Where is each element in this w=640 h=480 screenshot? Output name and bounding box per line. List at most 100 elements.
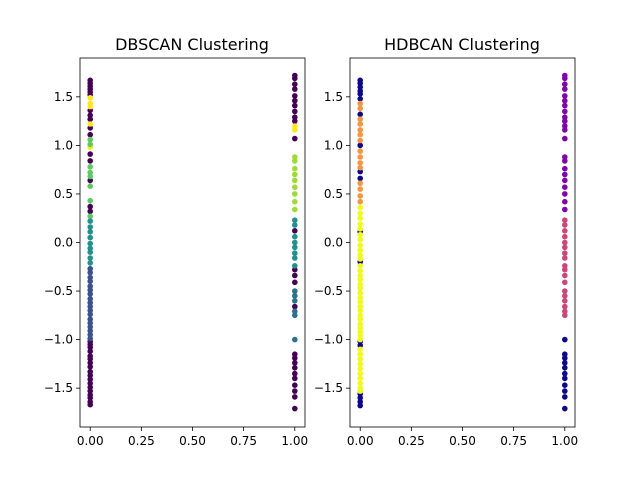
data-point (562, 217, 568, 223)
dbscan-y-ticks: −1.5 −1.0 −0.5 0.0 0.5 1.0 1.5 (44, 90, 80, 395)
data-point (292, 405, 298, 412)
hdbscan-x-ticks: 0.00 0.25 0.50 0.75 1.00 (347, 427, 578, 448)
data-point (87, 348, 93, 355)
data-point (87, 245, 93, 252)
data-point (292, 250, 298, 256)
data-point (562, 118, 568, 124)
data-point (87, 224, 93, 230)
data-point (87, 116, 93, 122)
data-point (357, 127, 364, 133)
data-point (292, 293, 298, 299)
data-point (292, 118, 298, 124)
data-point (562, 114, 568, 120)
data-point (357, 186, 364, 192)
dbscan-x-ticks: 0.00 0.25 0.50 0.75 1.00 (77, 427, 308, 448)
data-point (292, 108, 298, 115)
data-point (87, 121, 93, 127)
data-point (87, 360, 93, 366)
data-point (562, 388, 568, 394)
data-point (357, 252, 364, 258)
data-point (87, 208, 93, 215)
data-point (357, 226, 364, 232)
data-point (87, 112, 93, 119)
data-point (87, 169, 93, 176)
data-point (87, 131, 93, 138)
data-point (357, 342, 364, 349)
data-point (292, 158, 298, 164)
data-point (562, 184, 568, 190)
hdbscan-title: HDBCAN Clustering (384, 35, 540, 54)
data-point (87, 234, 93, 241)
data-point (562, 382, 568, 389)
data-point (292, 135, 298, 142)
y-tick-label: −1.5 (314, 381, 343, 395)
data-point (562, 191, 568, 197)
dbscan-panel: DBSCAN Clustering −1.5 −1.0 −0.5 0.0 0.5 1.0 1… (44, 35, 308, 448)
data-point (357, 307, 364, 314)
data-point (357, 80, 364, 86)
data-point (357, 121, 364, 127)
data-point (562, 93, 568, 99)
data-point (87, 283, 93, 290)
data-point (292, 93, 298, 99)
data-point (87, 380, 93, 387)
x-tick-label: 0.75 (230, 434, 257, 448)
data-point (357, 180, 364, 187)
x-tick-label: 0.25 (128, 434, 155, 448)
data-point (562, 222, 568, 228)
data-point (562, 158, 568, 164)
data-point (357, 285, 364, 291)
data-point (87, 344, 93, 351)
data-point (87, 197, 93, 204)
data-point (357, 175, 364, 182)
data-point (357, 332, 364, 339)
y-tick-label: 0.5 (54, 187, 73, 201)
data-point (87, 177, 93, 184)
data-point (357, 148, 364, 154)
data-point (562, 81, 568, 87)
data-point (562, 370, 568, 377)
dbscan-axes-frame (79, 57, 306, 428)
data-point (357, 247, 364, 254)
data-point (357, 370, 364, 377)
data-point (562, 298, 568, 304)
data-point (562, 86, 568, 92)
data-point (562, 244, 568, 251)
data-point (87, 384, 93, 391)
data-point (357, 395, 364, 401)
x-tick-label: 1.00 (551, 434, 578, 448)
data-point (357, 321, 364, 327)
data-point (292, 312, 298, 319)
hdbscan-y-ticks: −1.5 −1.0 −0.5 0.0 0.5 1.0 1.5 (314, 90, 350, 395)
data-point (87, 125, 93, 131)
data-point (357, 329, 364, 335)
data-point (357, 91, 364, 97)
data-point (357, 84, 364, 90)
data-point (562, 102, 568, 109)
data-point (87, 278, 93, 285)
data-point (87, 95, 93, 101)
data-point (357, 164, 364, 171)
x-tick-label: 0.00 (77, 434, 104, 448)
data-point (562, 108, 568, 115)
data-point (87, 401, 93, 408)
data-point (357, 263, 364, 269)
data-point (357, 351, 364, 358)
data-point (562, 97, 568, 104)
y-tick-label: 0.0 (54, 236, 73, 250)
data-point (292, 75, 298, 82)
data-point (562, 312, 568, 319)
data-point (562, 272, 568, 279)
data-point (292, 351, 298, 358)
hdbscan-points (357, 72, 568, 412)
data-point (357, 215, 364, 221)
hdbscan-panel: HDBCAN Clustering −1.5 −1.0 −0.5 0.0 0.5 1.0 1… (314, 35, 578, 448)
data-point (357, 276, 364, 283)
data-point (292, 382, 298, 389)
data-point (292, 102, 298, 109)
data-point (87, 158, 93, 164)
data-point (87, 103, 93, 110)
data-point (562, 239, 568, 246)
data-point (87, 296, 93, 302)
